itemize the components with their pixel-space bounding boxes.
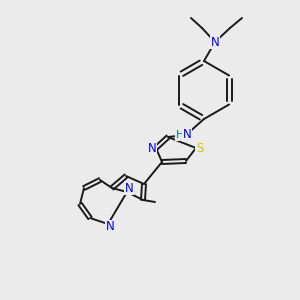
Text: N: N	[106, 220, 114, 233]
Text: N: N	[124, 182, 134, 194]
Text: N: N	[183, 128, 191, 142]
Text: N: N	[211, 35, 219, 49]
Text: N: N	[148, 142, 156, 154]
Text: H: H	[176, 130, 184, 140]
Text: S: S	[196, 142, 204, 154]
